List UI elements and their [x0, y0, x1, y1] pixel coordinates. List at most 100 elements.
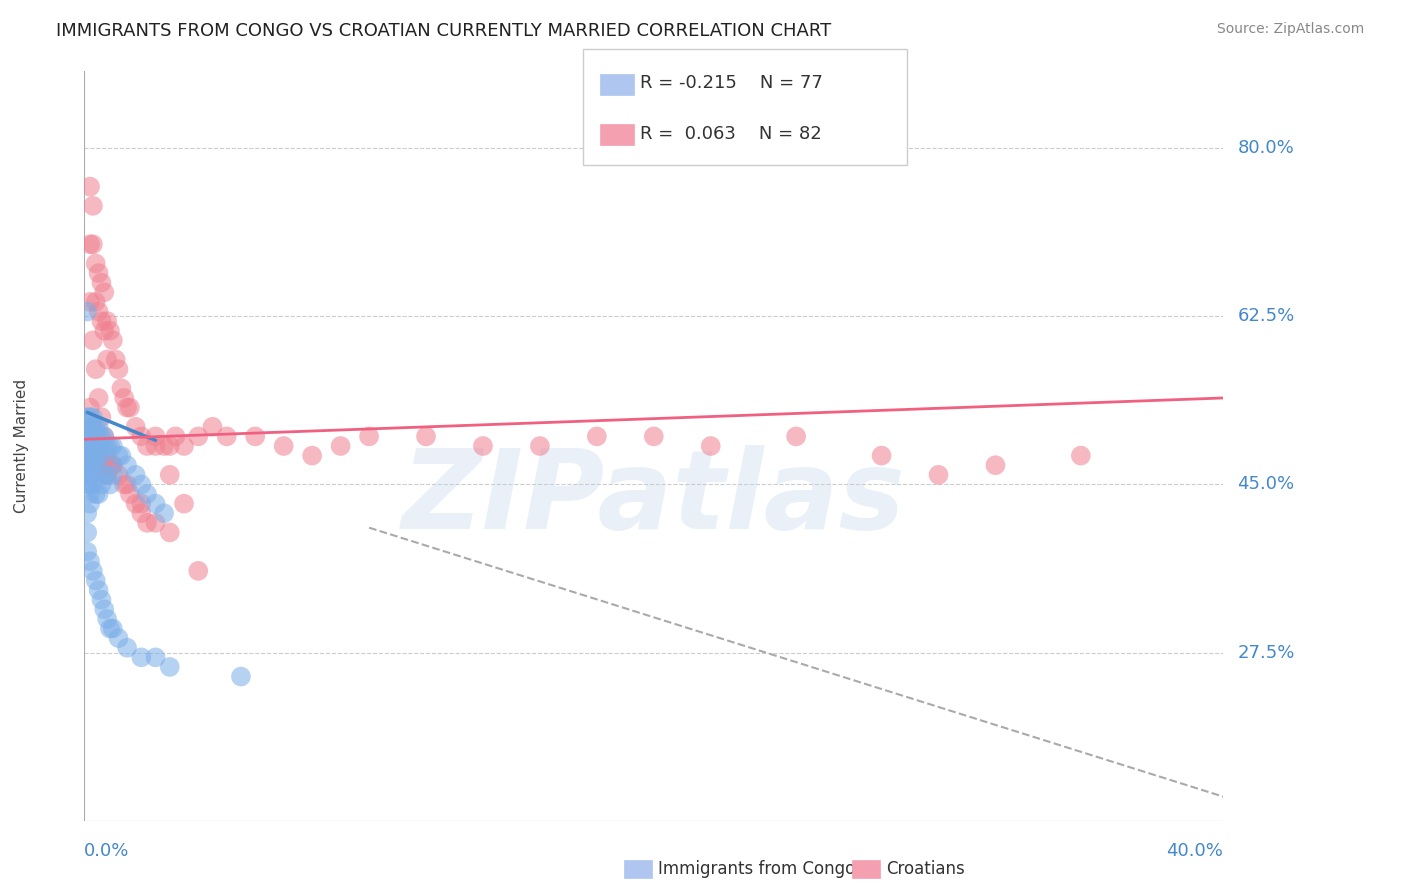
Point: [96, 352, 118, 367]
Point: [145, 497, 167, 511]
Point: [98, 458, 121, 473]
Point: [87, 449, 110, 463]
Text: 27.5%: 27.5%: [1237, 643, 1295, 662]
Text: Source: ZipAtlas.com: Source: ZipAtlas.com: [1216, 22, 1364, 37]
Point: [107, 362, 129, 376]
Point: [82, 419, 104, 434]
Point: [101, 458, 124, 473]
Point: [98, 439, 121, 453]
Text: 45.0%: 45.0%: [1237, 475, 1295, 493]
Point: [643, 429, 665, 443]
Point: [173, 497, 195, 511]
Point: [359, 429, 381, 443]
Point: [124, 497, 146, 511]
Text: Currently Married: Currently Married: [14, 379, 30, 513]
Point: [187, 564, 209, 578]
Point: [79, 458, 101, 473]
Point: [112, 477, 135, 491]
Point: [79, 554, 101, 568]
Point: [79, 487, 101, 501]
Point: [159, 439, 181, 453]
Point: [82, 429, 104, 443]
Point: [101, 458, 124, 473]
Point: [984, 458, 1007, 473]
Point: [785, 429, 807, 443]
Point: [79, 449, 101, 463]
Point: [76, 458, 98, 473]
Point: [98, 324, 121, 338]
Point: [90, 477, 112, 491]
Point: [96, 467, 118, 482]
Point: [79, 401, 101, 415]
Point: [90, 449, 112, 463]
Point: [79, 419, 101, 434]
Point: [415, 429, 437, 443]
Text: 80.0%: 80.0%: [1237, 139, 1294, 157]
Point: [79, 439, 101, 453]
Point: [159, 467, 181, 482]
Point: [76, 544, 98, 558]
Point: [586, 429, 609, 443]
Point: [79, 429, 101, 443]
Point: [472, 439, 495, 453]
Point: [187, 429, 209, 443]
Point: [928, 467, 950, 482]
Point: [93, 429, 115, 443]
Text: IMMIGRANTS FROM CONGO VS CROATIAN CURRENTLY MARRIED CORRELATION CHART: IMMIGRANTS FROM CONGO VS CROATIAN CURREN…: [56, 22, 831, 40]
Point: [96, 612, 118, 626]
Point: [115, 458, 138, 473]
Point: [136, 487, 159, 501]
Point: [93, 467, 115, 482]
Point: [107, 631, 129, 645]
Point: [93, 467, 115, 482]
Point: [229, 669, 252, 683]
Point: [90, 276, 112, 290]
Point: [145, 650, 167, 665]
Point: [131, 650, 153, 665]
Point: [101, 334, 124, 348]
Point: [529, 439, 551, 453]
Point: [84, 419, 107, 434]
Text: 62.5%: 62.5%: [1237, 308, 1295, 326]
Point: [79, 237, 101, 252]
Point: [82, 458, 104, 473]
Point: [131, 506, 153, 520]
Point: [87, 449, 110, 463]
Text: Immigrants from Congo: Immigrants from Congo: [658, 860, 855, 878]
Point: [90, 592, 112, 607]
Point: [201, 419, 224, 434]
Point: [93, 429, 115, 443]
Point: [145, 516, 167, 530]
Point: [87, 266, 110, 280]
Point: [165, 429, 187, 443]
Text: 0.0%: 0.0%: [84, 842, 129, 860]
Point: [82, 449, 104, 463]
Point: [84, 458, 107, 473]
Point: [98, 458, 121, 473]
Point: [76, 449, 98, 463]
Point: [101, 622, 124, 636]
Point: [700, 439, 723, 453]
Point: [87, 304, 110, 318]
Point: [145, 439, 167, 453]
Point: [98, 477, 121, 491]
Text: R =  0.063    N = 82: R = 0.063 N = 82: [640, 125, 821, 143]
Point: [90, 458, 112, 473]
Point: [104, 352, 127, 367]
Point: [96, 449, 118, 463]
Point: [870, 449, 893, 463]
Point: [93, 602, 115, 616]
Point: [90, 429, 112, 443]
Point: [329, 439, 352, 453]
Point: [96, 467, 118, 482]
Point: [84, 429, 107, 443]
Point: [79, 497, 101, 511]
Point: [173, 439, 195, 453]
Point: [112, 391, 135, 405]
Point: [131, 429, 153, 443]
Point: [76, 410, 98, 425]
Point: [93, 324, 115, 338]
Point: [93, 285, 115, 300]
Point: [301, 449, 323, 463]
Text: 40.0%: 40.0%: [1167, 842, 1223, 860]
